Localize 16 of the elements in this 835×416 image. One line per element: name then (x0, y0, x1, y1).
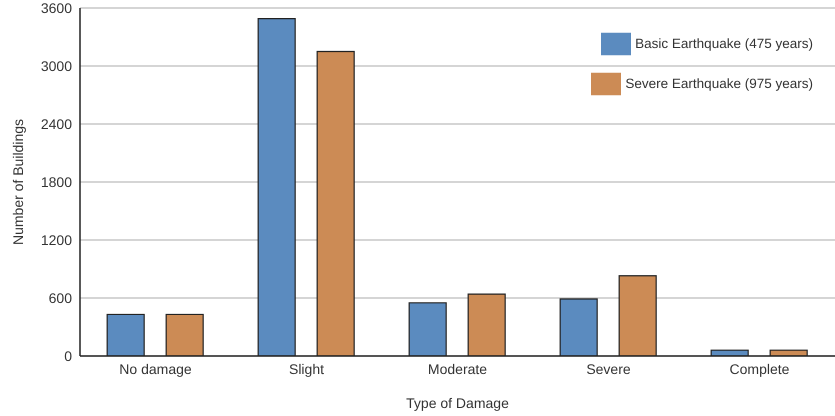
legend-label: Basic Earthquake (475 years) (635, 36, 813, 51)
x-tick-label: No damage (119, 360, 192, 377)
x-tick-label: Slight (288, 360, 324, 377)
y-tick-label: 1200 (40, 232, 72, 248)
y-tick-label: 2400 (40, 116, 72, 132)
y-tick-label: 1800 (40, 174, 72, 190)
x-tick-label: Moderate (428, 360, 488, 377)
legend-label: Severe Earthquake (975 years) (625, 76, 813, 91)
x-tick-label: Severe (586, 360, 631, 377)
y-tick-label: 600 (48, 290, 72, 306)
y-tick-label: 3000 (40, 58, 72, 74)
x-tick-label: Complete (730, 360, 790, 377)
y-axis-title: Number of Buildings (10, 118, 26, 246)
x-axis-title: Type of Damage (406, 395, 510, 411)
y-tick-label: 0 (64, 348, 72, 364)
y-tick-label: 3600 (40, 0, 72, 16)
